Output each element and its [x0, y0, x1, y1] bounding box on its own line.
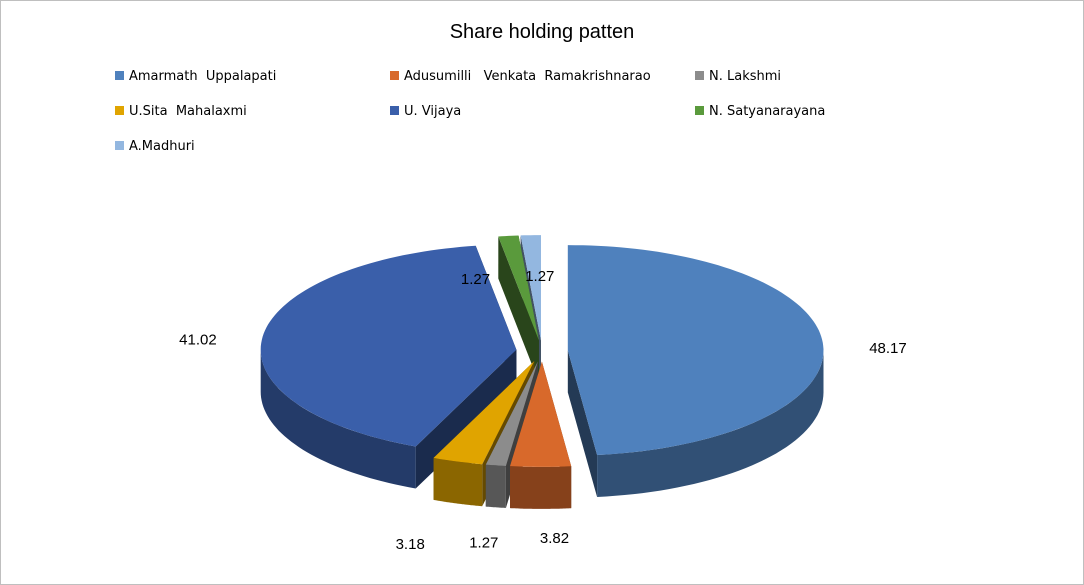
legend-item: N. Satyanarayana — [695, 104, 825, 120]
legend-swatch — [115, 106, 124, 115]
legend-item: U. Vijaya — [390, 104, 461, 120]
chart-title: Share holding patten — [449, 21, 635, 43]
pie-slice-wall — [510, 466, 572, 509]
pie-slice-wall — [485, 464, 506, 508]
data-label: 48.17 — [869, 340, 907, 357]
pie-slice-cut — [498, 236, 539, 383]
legend-swatch — [115, 141, 124, 150]
legend-label: Adusumilli Venkata Ramakrishnarao — [404, 69, 651, 84]
legend-swatch — [695, 106, 704, 115]
legend-item: Amarmath Uppalapati — [115, 69, 276, 85]
legend-label: N. Lakshmi — [709, 69, 782, 84]
legend-item: Adusumilli Venkata Ramakrishnarao — [390, 69, 651, 85]
pie-slice — [433, 361, 535, 465]
pie-slice-cut — [567, 350, 598, 497]
legend-label: U. Vijaya — [404, 104, 462, 119]
pie-slice — [567, 245, 824, 455]
pie-slice — [510, 361, 572, 467]
pie-slice-wall — [260, 349, 416, 489]
legend-swatch — [695, 71, 704, 80]
data-label: 1.27 — [461, 271, 490, 288]
legend-label: U.Sita Mahalaxmi — [129, 104, 247, 119]
pie-slice-wall — [597, 350, 824, 497]
data-label: 1.27 — [469, 534, 498, 551]
pie-slice — [485, 361, 538, 466]
pie-slice — [498, 235, 539, 341]
legend-swatch — [390, 71, 399, 80]
pie-slice — [260, 245, 517, 447]
legend-label: Amarmath Uppalapati — [129, 69, 277, 84]
pie-slice-wall — [433, 457, 483, 507]
legend-swatch — [390, 106, 399, 115]
data-label: 41.02 — [179, 332, 217, 349]
legend-swatch — [115, 71, 124, 80]
pie-slice — [520, 235, 541, 341]
data-label: 3.82 — [540, 530, 569, 547]
legend-item: N. Lakshmi — [695, 69, 781, 85]
legend-item: U.Sita Mahalaxmi — [115, 104, 247, 120]
pie-labels: 48.17 3.82 1.27 3.18 41.02 1.27 1.27 — [179, 268, 907, 553]
data-label: 1.27 — [525, 268, 554, 285]
legend-label: A.Madhuri — [129, 139, 195, 154]
legend-label: N. Satyanarayana — [709, 104, 826, 119]
pie-tops — [260, 235, 824, 467]
data-label: 3.18 — [396, 536, 425, 553]
legend-item: A.Madhuri — [115, 139, 195, 155]
